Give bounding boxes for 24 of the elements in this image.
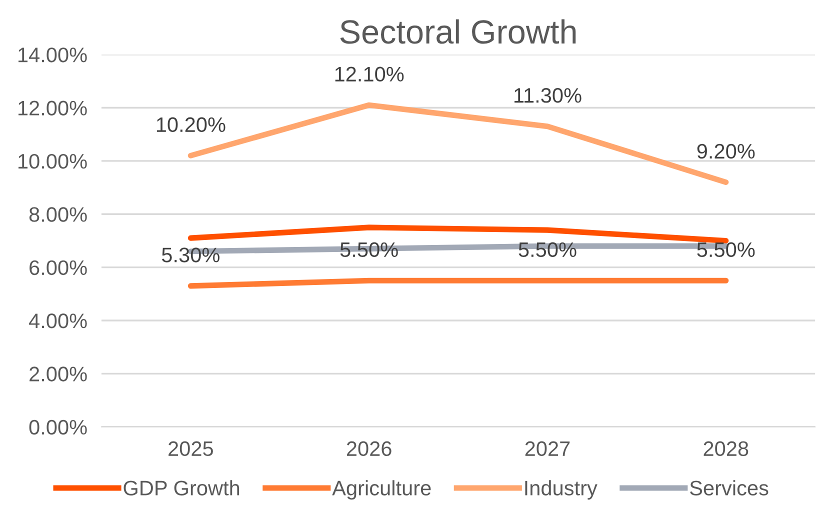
y-tick-label: 8.00% [29,207,87,222]
y-tick-label: 0.00% [29,420,87,435]
y-tick-label: 4.00% [28,314,87,328]
data-label: 11.30% [514,88,582,103]
data-label: 12.10% [335,66,404,82]
x-tick-label: 2025 [168,441,213,456]
data-label: 5.30% [162,248,220,262]
x-tick-label: 2027 [525,441,570,456]
legend-label: GDP Growth [124,480,240,496]
data-label: 10.20% [156,117,226,132]
y-tick-label: 14.00% [18,48,87,62]
data-label: 5.50% [697,242,755,258]
y-tick-label: 2.00% [30,366,87,382]
x-tick-label: 2026 [346,441,392,456]
y-tick-label: 12.00% [18,100,87,116]
legend-label: Industry [525,480,598,500]
legend-label: Agriculture [332,480,431,500]
legend-label: Services [690,480,768,496]
y-tick-label: 6.00% [30,260,87,276]
data-label: 5.50% [518,242,576,258]
chart-title: Sectoral Growth [340,19,576,44]
x-tick-label: 2028 [704,441,748,456]
y-tick-label: 10.00% [18,154,87,169]
data-label: 9.20% [697,144,755,159]
